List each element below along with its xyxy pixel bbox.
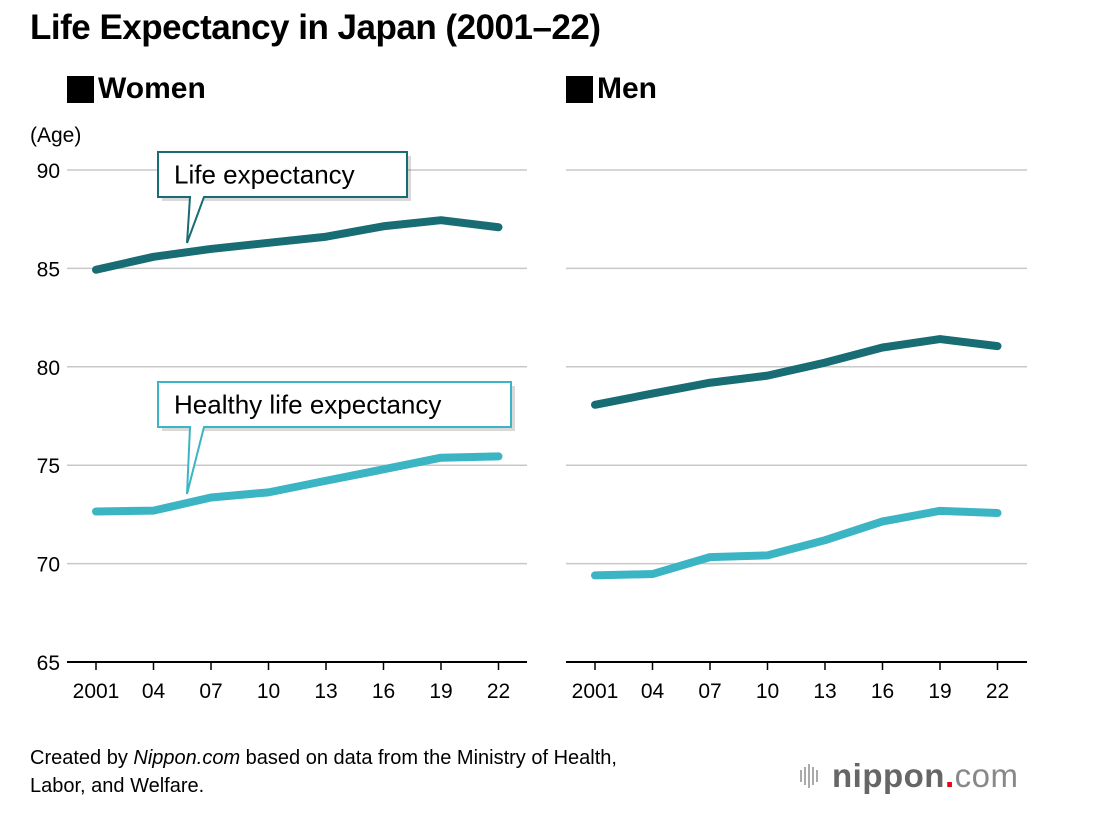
x-tick-label: 16 bbox=[871, 680, 894, 703]
x-tick-label: 16 bbox=[372, 680, 395, 703]
x-tick-label: 19 bbox=[928, 680, 951, 703]
callout-text: Healthy life expectancy bbox=[174, 390, 441, 420]
panel-title-text: Women bbox=[98, 72, 206, 105]
panel-women: 2001 04 07 10 13 16 19 22 65 70 75 80 85 90 bbox=[37, 160, 527, 703]
y-axis-unit-label: (Age) bbox=[30, 124, 82, 147]
series-line-healthy bbox=[92, 452, 503, 516]
y-tick-label: 75 bbox=[37, 455, 60, 478]
y-tick-label: 65 bbox=[37, 652, 60, 675]
y-tick-label: 80 bbox=[37, 357, 60, 380]
source-site: Nippon.com bbox=[133, 747, 241, 769]
panel-men: 2001 04 07 10 13 16 19 22 bbox=[566, 169, 1027, 703]
logo-tld: com bbox=[954, 757, 1019, 794]
panel-title-men: Men bbox=[566, 72, 657, 106]
nippon-logo: nippon. com bbox=[800, 757, 1018, 795]
series-line-life bbox=[591, 335, 1002, 409]
panel-title-women: Women bbox=[67, 72, 206, 106]
legend-square-icon bbox=[67, 75, 94, 103]
x-tick-label: 10 bbox=[257, 680, 280, 703]
y-tick-label: 90 bbox=[37, 160, 60, 183]
callout-healthy-life-expectancy: Healthy life expectancy bbox=[157, 381, 515, 495]
x-tick-label: 04 bbox=[641, 680, 665, 703]
source-prefix: Created by bbox=[30, 747, 134, 769]
x-tick-label: 19 bbox=[429, 680, 452, 703]
x-tick-label: 07 bbox=[199, 680, 222, 703]
logo-name: nippon bbox=[832, 757, 945, 794]
panel-title-text: Men bbox=[597, 72, 657, 105]
x-tick-label: 13 bbox=[314, 680, 337, 703]
logo-bars-icon bbox=[800, 764, 818, 788]
x-tick-label: 2001 bbox=[572, 680, 619, 703]
callout-text: Life expectancy bbox=[174, 160, 355, 190]
x-tick-label: 07 bbox=[698, 680, 721, 703]
callout-life-expectancy: Life expectancy bbox=[157, 151, 411, 244]
chart-title: Life Expectancy in Japan (2001–22) bbox=[30, 8, 601, 47]
x-tick-label: 10 bbox=[756, 680, 779, 703]
source-line2: Labor, and Welfare. bbox=[30, 775, 205, 797]
logo-dot: . bbox=[944, 757, 955, 794]
series-line-life bbox=[92, 216, 503, 274]
y-tick-label: 85 bbox=[37, 258, 60, 281]
callout-box bbox=[157, 151, 408, 244]
x-tick-label: 13 bbox=[813, 680, 836, 703]
source-note: Created by Nippon.com based on data from… bbox=[30, 744, 617, 800]
x-tick-label: 2001 bbox=[73, 680, 120, 703]
series-line-healthy bbox=[591, 506, 1002, 580]
callout-box bbox=[157, 381, 512, 495]
x-tick-label: 22 bbox=[487, 680, 510, 703]
x-tick-label: 04 bbox=[142, 680, 166, 703]
source-suffix: based on data from the Ministry of Healt… bbox=[240, 747, 617, 769]
x-tick-label: 22 bbox=[986, 680, 1009, 703]
y-tick-label: 70 bbox=[37, 554, 60, 577]
legend-square-icon bbox=[566, 75, 593, 103]
